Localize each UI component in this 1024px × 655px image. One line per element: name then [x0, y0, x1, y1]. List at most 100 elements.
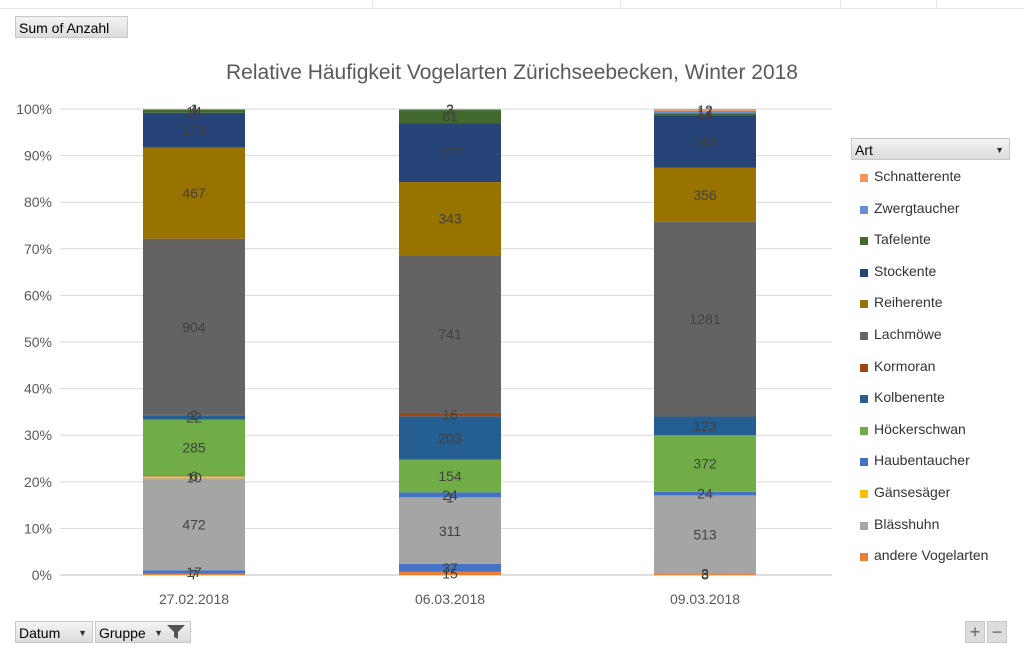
value-field-button[interactable]: Sum of Anzahl	[15, 16, 128, 38]
legend-label: Gänsesäger	[874, 483, 951, 500]
data-label: 17	[186, 564, 202, 580]
axis-field-label: Gruppe	[99, 625, 146, 641]
legend-label: andere Vogelarten	[874, 547, 989, 564]
bar-segment	[399, 571, 501, 575]
data-label: 1	[190, 101, 198, 117]
data-label: 311	[439, 523, 462, 539]
bar-segment	[143, 109, 245, 113]
legend-field-button[interactable]: Art ▼	[851, 138, 1010, 160]
bar-segment	[654, 221, 756, 417]
data-label: 344	[693, 134, 717, 150]
bar-segment	[143, 238, 245, 415]
data-label: 203	[438, 430, 462, 446]
x-tick-label: 09.03.2018	[670, 591, 740, 607]
bar-segment	[143, 573, 245, 575]
zoom-in-button[interactable]: +	[965, 621, 985, 643]
data-label: 2	[190, 407, 198, 423]
data-label: 356	[693, 187, 717, 203]
data-label: 343	[438, 211, 462, 227]
y-tick-label: 30%	[24, 427, 52, 443]
chevron-down-icon: ▼	[154, 628, 163, 638]
data-label: 277	[438, 145, 462, 161]
data-label: 472	[182, 516, 206, 532]
y-tick-label: 0%	[32, 567, 52, 583]
legend-label: Zwergtaucher	[874, 199, 960, 216]
bar-segment	[143, 419, 245, 476]
chevron-down-icon: ▼	[78, 628, 87, 638]
data-label: 6	[190, 468, 198, 484]
bar-segment	[654, 167, 756, 222]
data-label: 10	[186, 469, 202, 485]
bar-segment	[654, 110, 756, 114]
data-label: 14	[186, 103, 202, 119]
legend-field-label: Art	[855, 142, 873, 158]
data-label: 37	[442, 560, 458, 576]
y-tick-label: 100%	[16, 101, 52, 117]
bar-segment	[143, 112, 245, 148]
legend-label: Lachmöwe	[874, 325, 942, 342]
bar-segment	[654, 113, 756, 116]
data-label: 123	[693, 418, 717, 434]
axis-field-gruppe-button[interactable]: Gruppe ▼	[95, 621, 191, 643]
legend-swatch	[860, 395, 868, 404]
y-tick-label: 40%	[24, 381, 52, 397]
bar-segment	[399, 182, 501, 256]
bar-segment	[654, 495, 756, 574]
data-label: 17	[697, 104, 713, 120]
legend-swatch	[860, 363, 868, 372]
bar-segment	[143, 478, 245, 571]
legend-swatch	[860, 489, 868, 498]
data-label: 8	[701, 566, 709, 582]
bar-segment	[399, 110, 501, 124]
y-tick-label: 20%	[24, 474, 52, 490]
axis-field-datum-button[interactable]: Datum ▼	[15, 621, 93, 643]
bar-segment	[143, 147, 245, 239]
data-label: 24	[697, 486, 713, 502]
data-label: 372	[693, 455, 717, 471]
data-label: 904	[182, 319, 206, 335]
legend-label: Tafelente	[874, 231, 931, 248]
bar-segment	[399, 109, 501, 111]
legend-swatch	[860, 521, 868, 530]
data-label: 4	[190, 102, 198, 118]
data-label: 12	[697, 102, 713, 118]
legend-swatch	[860, 331, 868, 340]
bar-segment	[399, 563, 501, 572]
bar-segment	[399, 123, 501, 183]
bar-segment	[143, 476, 245, 479]
bar-segment	[399, 492, 501, 498]
legend-label: Schnatterente	[874, 168, 962, 184]
data-label: 3	[701, 566, 709, 582]
chevron-down-icon: ▼	[995, 145, 1004, 155]
sheet-gridline-strip	[0, 0, 1024, 9]
filter-icon[interactable]	[166, 624, 186, 640]
bar-segment	[654, 435, 756, 492]
legend-swatch	[860, 205, 868, 214]
data-label: 22	[186, 409, 202, 425]
legend-label: Höckerschwan	[874, 420, 966, 437]
y-axis-ticks: 0% 10% 20% 30% 40% 50% 60% 70% 80% 90% 100%	[16, 101, 52, 583]
bar-segment	[143, 570, 245, 574]
y-tick-label: 60%	[24, 287, 52, 303]
bar-segment	[654, 573, 756, 575]
chart-title: Relative Häufigkeit Vogelarten Zürichsee…	[226, 61, 798, 84]
data-label: 24	[442, 487, 458, 503]
value-field-label: Sum of Anzahl	[19, 20, 110, 36]
y-tick-label: 90%	[24, 148, 52, 164]
bars	[143, 109, 756, 575]
x-tick-label: 27.02.2018	[159, 591, 229, 607]
bar-segment	[399, 255, 501, 413]
axis-field-label: Datum	[19, 625, 61, 641]
legend-swatch	[860, 268, 868, 277]
zoom-out-button[interactable]: −	[987, 621, 1007, 643]
legend-label: Blässhuhn	[874, 515, 940, 532]
bar-segment	[399, 412, 501, 417]
legend-swatch	[860, 237, 868, 246]
bar-segment	[654, 416, 756, 436]
bar-segment	[399, 459, 501, 493]
x-tick-label: 06.03.2018	[415, 591, 485, 607]
data-label: 467	[182, 185, 206, 201]
data-label: 16	[442, 407, 458, 423]
legend-label: Reiherente	[874, 294, 943, 311]
bar-segment	[143, 475, 245, 477]
